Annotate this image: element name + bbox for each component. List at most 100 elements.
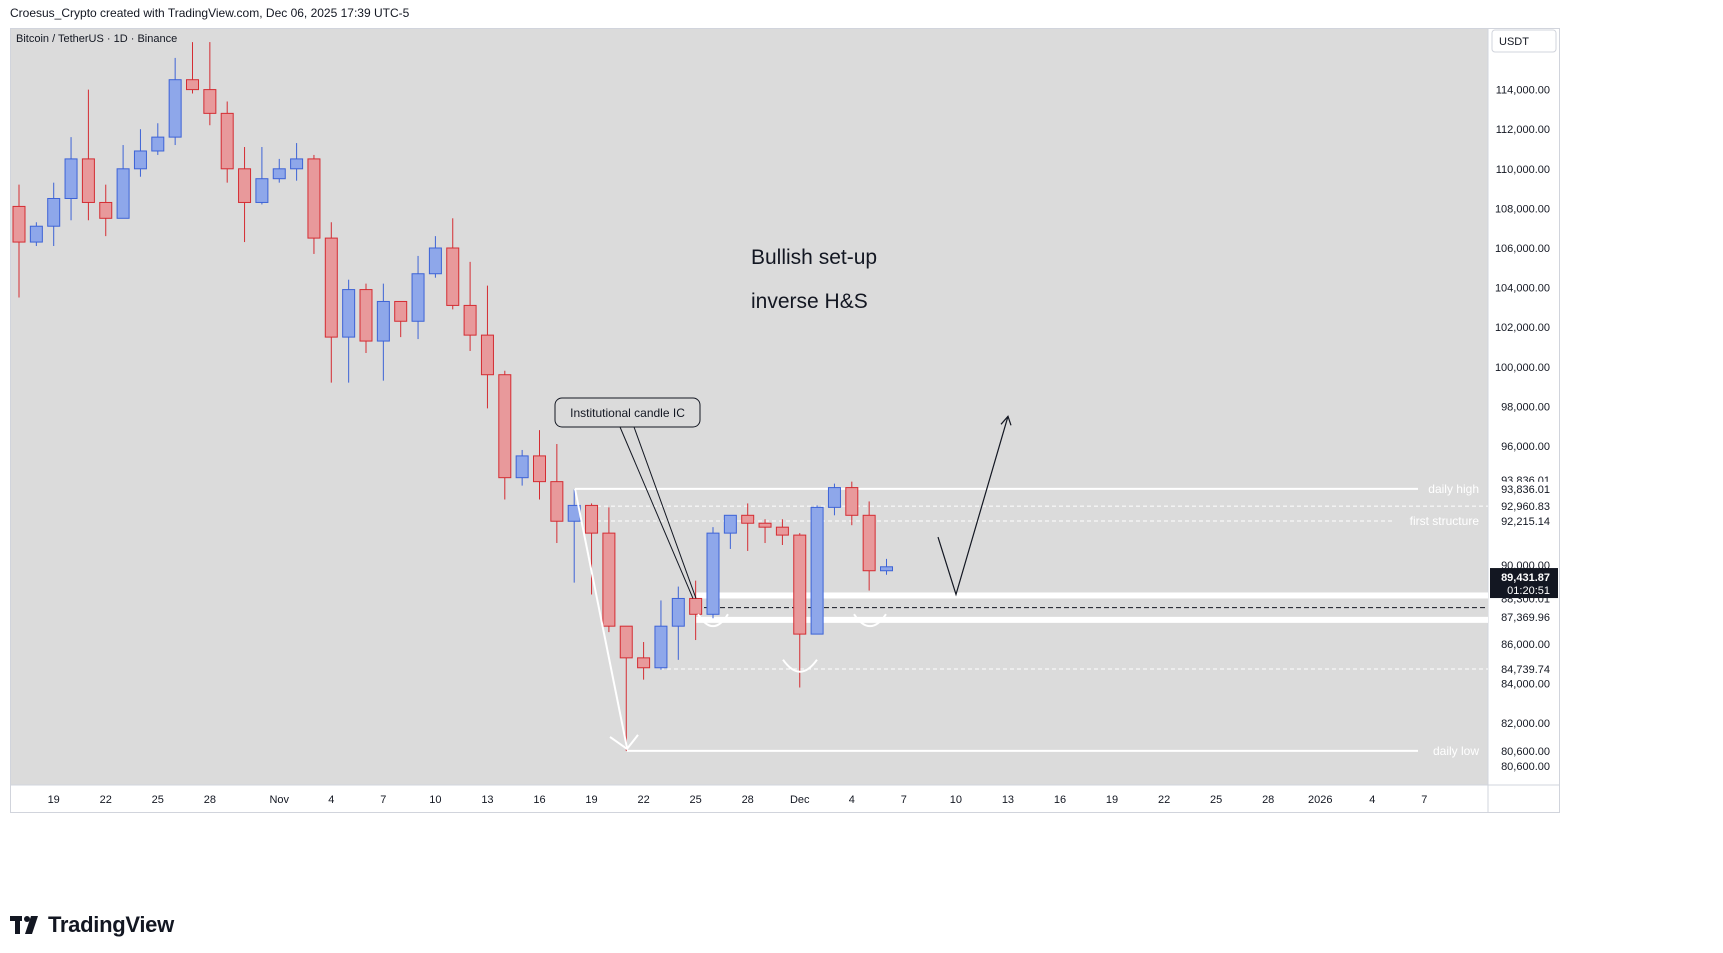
callout-label: Institutional candle IC (570, 406, 685, 420)
candle-body (116, 168, 130, 219)
price-tick-label: 108,000.00 (1495, 203, 1550, 215)
candle (133, 129, 147, 177)
candle-body (706, 532, 720, 615)
tradingview-logo-icon (10, 916, 38, 934)
candle-body (411, 273, 425, 322)
time-axis-background[interactable] (10, 785, 1488, 813)
setup-title-line1: Bullish set-up (751, 246, 877, 269)
candle-body (810, 506, 824, 635)
time-tick-label: 4 (849, 794, 855, 806)
last-price-badge (1490, 568, 1558, 599)
candle-body (307, 158, 321, 239)
candle (637, 642, 651, 680)
price-level-label: 92,215.14 (1501, 516, 1550, 528)
candle-body (186, 79, 199, 91)
candle (411, 255, 425, 340)
candle-body (12, 205, 26, 243)
candle (706, 527, 720, 619)
candle-body (671, 597, 685, 627)
candle (619, 625, 633, 751)
candle-body (619, 625, 633, 659)
candle (151, 123, 165, 155)
symbol-label: Bitcoin / TetherUS · 1D · Binance (16, 33, 177, 45)
attribution-text: Croesus_Crypto created with TradingView.… (10, 6, 410, 20)
candle-body (827, 487, 841, 508)
candle (255, 147, 269, 205)
candle (845, 481, 859, 526)
candle-body (498, 374, 512, 479)
candle (446, 218, 460, 310)
price-tick-label: 100,000.00 (1495, 362, 1550, 374)
low-arrowhead (609, 734, 639, 751)
candle-body (238, 168, 252, 203)
candle (671, 586, 685, 660)
candle-body (775, 526, 789, 536)
currency-badge[interactable]: USDT (1491, 29, 1557, 53)
candle (585, 503, 599, 595)
drawing-annotations: Bullish set-up inverse H&S Institutional c… (554, 246, 1012, 751)
price-axis-background[interactable] (1488, 28, 1560, 813)
projection-arrowhead (1000, 415, 1012, 426)
candle-body (133, 150, 147, 170)
price-tick-label: 96,000.00 (1501, 441, 1550, 453)
price-level-label: 92,960.83 (1501, 501, 1550, 513)
candle-body (47, 198, 61, 227)
price-tick-label: 114,000.00 (1496, 85, 1550, 97)
tradingview-logo[interactable]: TradingView (10, 910, 174, 940)
candle (480, 285, 494, 409)
price-level-chip (1490, 743, 1556, 758)
candle-body (29, 225, 43, 243)
candle (880, 558, 893, 575)
candle (47, 182, 61, 247)
price-tick-label: 84,000.00 (1501, 679, 1550, 691)
price-level-chip (1490, 481, 1556, 496)
chart-outer-border (10, 28, 1560, 813)
candle-body (168, 79, 182, 138)
time-tick-label: 22 (100, 794, 112, 806)
callout-pointer-b (633, 426, 697, 599)
currency-badge-box[interactable] (1491, 29, 1557, 53)
candle-body (845, 487, 859, 516)
downswing-line (574, 488, 628, 749)
currency-badge-label: USDT (1499, 36, 1529, 48)
candlestick-series (12, 42, 893, 751)
price-level-chip (1490, 513, 1556, 528)
last-price-label: 89,431.87 (1501, 572, 1550, 584)
time-tick-label: 28 (742, 794, 754, 806)
left-shoulder-arc (697, 613, 729, 628)
price-level-label: 93,836.01 (1501, 484, 1550, 496)
time-tick-label: 7 (901, 794, 907, 806)
candle-body (585, 504, 599, 534)
time-tick-label: 16 (1054, 794, 1066, 806)
candle-body (793, 534, 807, 635)
tradingview-logo-text: TradingView (48, 912, 174, 937)
candle (290, 143, 304, 181)
price-tick-label: 112,000.00 (1496, 124, 1550, 136)
candle (29, 222, 43, 247)
head-arc (782, 659, 818, 673)
candle (272, 158, 286, 183)
chart-frame[interactable]: Bitcoin / TetherUS · 1D · Binance USDT d… (10, 28, 1713, 898)
candle-body (550, 481, 564, 522)
candle-body (602, 532, 616, 627)
candle-body (463, 304, 477, 336)
candle-body (220, 112, 234, 170)
candle (654, 600, 668, 670)
time-tick-label: 22 (637, 794, 649, 806)
candle-body (862, 514, 876, 572)
candle-body (723, 514, 737, 534)
candle (324, 222, 338, 383)
time-axis-labels: 19 22 25 28 Nov 4 7 10 13 16 19 22 25 28 Dec 4 7 10 13 16 19… (48, 794, 1428, 806)
time-tick-label: 2026 (1308, 794, 1332, 806)
projection-path (937, 416, 1009, 597)
candle (567, 489, 581, 583)
candle-body (203, 89, 217, 114)
price-tick-label: 102,000.00 (1495, 322, 1550, 334)
candle-body (741, 514, 755, 524)
chart-canvas[interactable]: Bitcoin / TetherUS · 1D · Binance USDT d… (10, 28, 1713, 898)
price-level-label: 84,739.74 (1501, 664, 1550, 676)
candle (428, 236, 442, 278)
candle-body (151, 136, 165, 152)
candle (602, 507, 616, 633)
candle-body (515, 455, 529, 479)
